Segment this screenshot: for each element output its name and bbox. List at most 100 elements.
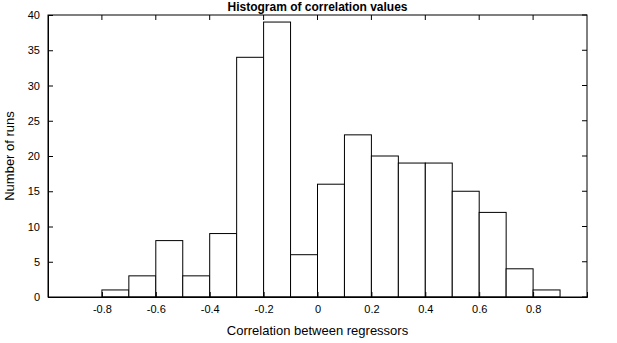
tick-label: 0 xyxy=(34,291,40,303)
tick-mark xyxy=(317,15,318,20)
tick-label: 0.4 xyxy=(418,303,433,315)
tick-label: 15 xyxy=(28,185,40,197)
tick: 40 xyxy=(28,9,53,21)
axis-line xyxy=(49,16,54,298)
tick-mark xyxy=(582,156,587,157)
tick: 0.6 xyxy=(472,292,487,315)
tick-label: 20 xyxy=(28,150,40,162)
tick-mark xyxy=(48,86,53,87)
tick: 25 xyxy=(28,115,53,127)
tick-mark xyxy=(425,292,426,297)
tick-mark xyxy=(101,15,102,20)
tick: 0.2 xyxy=(364,292,379,315)
tick-label: 0.6 xyxy=(472,303,487,315)
y-axis-title: Number of runs xyxy=(2,111,17,201)
tick-mark xyxy=(479,292,480,297)
tick-mark xyxy=(264,292,265,297)
axis-line xyxy=(49,292,588,298)
tick-mark xyxy=(156,292,157,297)
tick: 5 xyxy=(34,256,53,268)
tick-mark xyxy=(479,15,480,20)
tick-label: 5 xyxy=(34,256,40,268)
tick: -0.2 xyxy=(255,292,274,315)
tick-mark xyxy=(48,297,53,298)
bar xyxy=(479,212,506,297)
bar xyxy=(318,184,345,297)
bar xyxy=(129,276,156,297)
tick: 10 xyxy=(28,221,53,233)
tick: 15 xyxy=(28,185,53,197)
tick-label: -0.6 xyxy=(147,303,166,315)
tick-mark xyxy=(209,15,210,20)
bar xyxy=(102,290,129,297)
tick-mark xyxy=(582,85,587,86)
y-axis: 0 5 10 15 20 25 30 35 40 xyxy=(28,9,53,303)
tick-mark xyxy=(155,15,156,20)
tick-mark xyxy=(582,15,587,16)
tick-label: -0.4 xyxy=(201,303,220,315)
tick-mark xyxy=(102,292,103,297)
tick-label: 10 xyxy=(28,221,40,233)
tick-mark xyxy=(425,15,426,20)
tick-mark xyxy=(371,292,372,297)
plot: -0.8 -0.6 -0.4 -0.2 0 0.2 0.4 0.6 0.8 0 5 10 15 20 25 3… xyxy=(28,9,588,315)
tick-mark xyxy=(263,15,264,20)
tick-label: 25 xyxy=(28,115,40,127)
tick-mark xyxy=(48,227,53,228)
tick-label: 0 xyxy=(315,303,321,315)
tick-mark xyxy=(48,15,53,16)
tick-label: 0.8 xyxy=(526,303,541,315)
bar xyxy=(291,255,318,297)
bars xyxy=(102,22,560,297)
tick-mark xyxy=(210,292,211,297)
tick-mark xyxy=(318,292,319,297)
bar xyxy=(398,163,425,297)
plot-frame xyxy=(48,15,587,297)
tick: -0.4 xyxy=(201,292,220,315)
bar xyxy=(533,290,560,297)
tick-mark xyxy=(371,15,372,20)
tick-label: 0.2 xyxy=(364,303,379,315)
bar xyxy=(156,241,183,297)
tick-label: 40 xyxy=(28,9,40,21)
tick-mark xyxy=(533,15,534,20)
bar xyxy=(183,276,210,297)
x-axis-title: Correlation between regressors xyxy=(227,323,409,338)
tick: 20 xyxy=(28,150,53,162)
bar xyxy=(210,234,237,297)
tick: 0 xyxy=(315,292,321,315)
bar xyxy=(237,57,264,297)
tick-label: 35 xyxy=(28,44,40,56)
tick: -0.6 xyxy=(147,292,166,315)
tick-mark xyxy=(582,297,587,298)
tick: -0.8 xyxy=(93,292,112,315)
x-axis: -0.8 -0.6 -0.4 -0.2 0 0.2 0.4 0.6 0.8 xyxy=(49,292,588,315)
tick-mark xyxy=(48,121,53,122)
tick: 0.4 xyxy=(418,292,433,315)
bar xyxy=(371,156,398,297)
tick-mark xyxy=(582,191,587,192)
bar xyxy=(452,191,479,297)
title: Histogram of correlation values xyxy=(227,0,407,14)
tick-mark xyxy=(48,191,53,192)
bar xyxy=(506,269,533,297)
tick-mark xyxy=(48,156,53,157)
tick-mark xyxy=(582,50,587,51)
tick-mark xyxy=(48,262,53,263)
tick-mark xyxy=(48,50,53,51)
tick: 0.8 xyxy=(526,292,541,315)
tick-label: -0.8 xyxy=(93,303,112,315)
chart: -0.8 -0.6 -0.4 -0.2 0 0.2 0.4 0.6 0.8 0 5 10 15 20 25 3… xyxy=(0,0,617,343)
tick: 0 xyxy=(34,291,53,303)
tick-label: 30 xyxy=(28,80,40,92)
tick-mark xyxy=(533,292,534,297)
tick-label: -0.2 xyxy=(255,303,274,315)
bar xyxy=(425,163,452,297)
bar xyxy=(264,22,291,297)
tick-mark xyxy=(582,120,587,121)
bar xyxy=(344,135,371,297)
tick-mark xyxy=(582,261,587,262)
tick-mark xyxy=(582,226,587,227)
tick: 30 xyxy=(28,80,53,92)
tick: 35 xyxy=(28,44,53,56)
